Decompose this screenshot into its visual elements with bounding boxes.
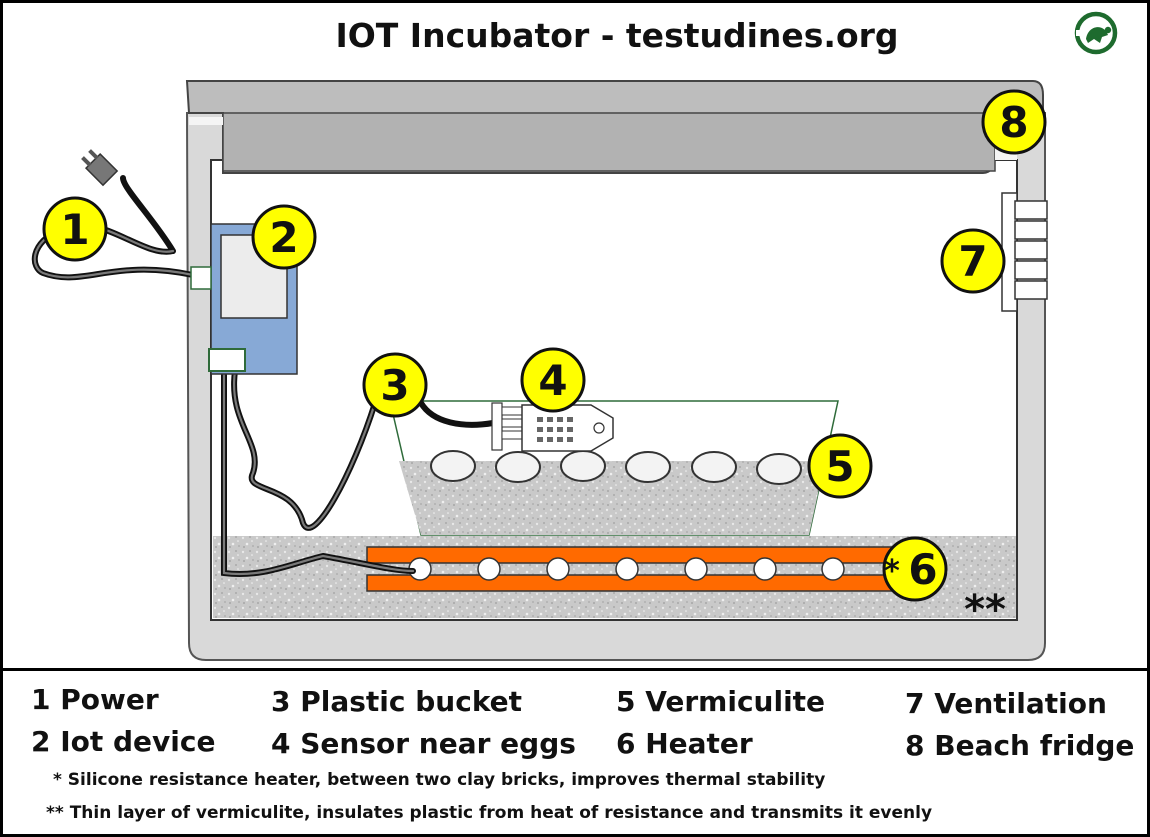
callout-6: * 6 — [882, 536, 948, 602]
legend-item-power: 1 Power — [31, 683, 159, 716]
callout-3: 3 — [362, 352, 428, 418]
legend-item-ventilation: 7 Ventilation — [905, 687, 1107, 720]
callout-6-label: 6 — [908, 545, 937, 594]
callout-5: 5 — [807, 433, 873, 499]
diagram-title: IOT Incubator - testudines.org — [335, 16, 898, 55]
legend-item-plastic-bucket: 3 Plastic bucket — [271, 685, 523, 718]
temperature-humidity-sensor — [491, 402, 614, 452]
callout-1-label: 1 — [60, 205, 89, 254]
callout-4: 4 — [520, 347, 586, 413]
legend-item-iot-device: 2 Iot device — [31, 725, 216, 758]
legend-item-sensor: 4 Sensor near eggs — [271, 727, 576, 760]
legend-item-vermiculite: 5 Vermiculite — [616, 685, 826, 718]
callout-2-label: 2 — [269, 213, 298, 262]
callout-1: 1 — [42, 196, 108, 262]
callout-5-label: 5 — [825, 442, 854, 491]
callout-4-label: 4 — [538, 356, 567, 405]
callout-3-label: 3 — [380, 361, 409, 410]
turtle-logo-icon — [1074, 11, 1118, 55]
vermiculite-layer-marker: ** — [964, 587, 1006, 633]
beach-fridge — [185, 80, 1046, 661]
footnote-vermiculite: ** Thin layer of vermiculite, insulates … — [46, 803, 933, 823]
silicone-heater — [366, 546, 894, 592]
legend-item-beach-fridge: 8 Beach fridge — [905, 729, 1135, 762]
legend-panel: 1 Power 2 Iot device 3 Plastic bucket 4 … — [3, 668, 1147, 834]
legend-item-heater: 6 Heater — [616, 727, 753, 760]
footnote-heater: * Silicone resistance heater, between tw… — [53, 770, 826, 790]
ventilation-grille — [1001, 192, 1048, 312]
incubator-illustration: IOT Incubator - testudines.org — [31, 11, 1118, 661]
cables-highlight — [33, 223, 415, 576]
callout-7: 7 — [940, 228, 1006, 294]
callout-8: 8 — [981, 89, 1047, 155]
callout-8-label: 8 — [999, 98, 1028, 147]
power-plug-icon — [81, 149, 119, 187]
callout-6-prefix: * — [884, 554, 900, 589]
eggs — [430, 450, 802, 485]
callout-2: 2 — [251, 204, 317, 270]
callout-7-label: 7 — [958, 237, 987, 286]
